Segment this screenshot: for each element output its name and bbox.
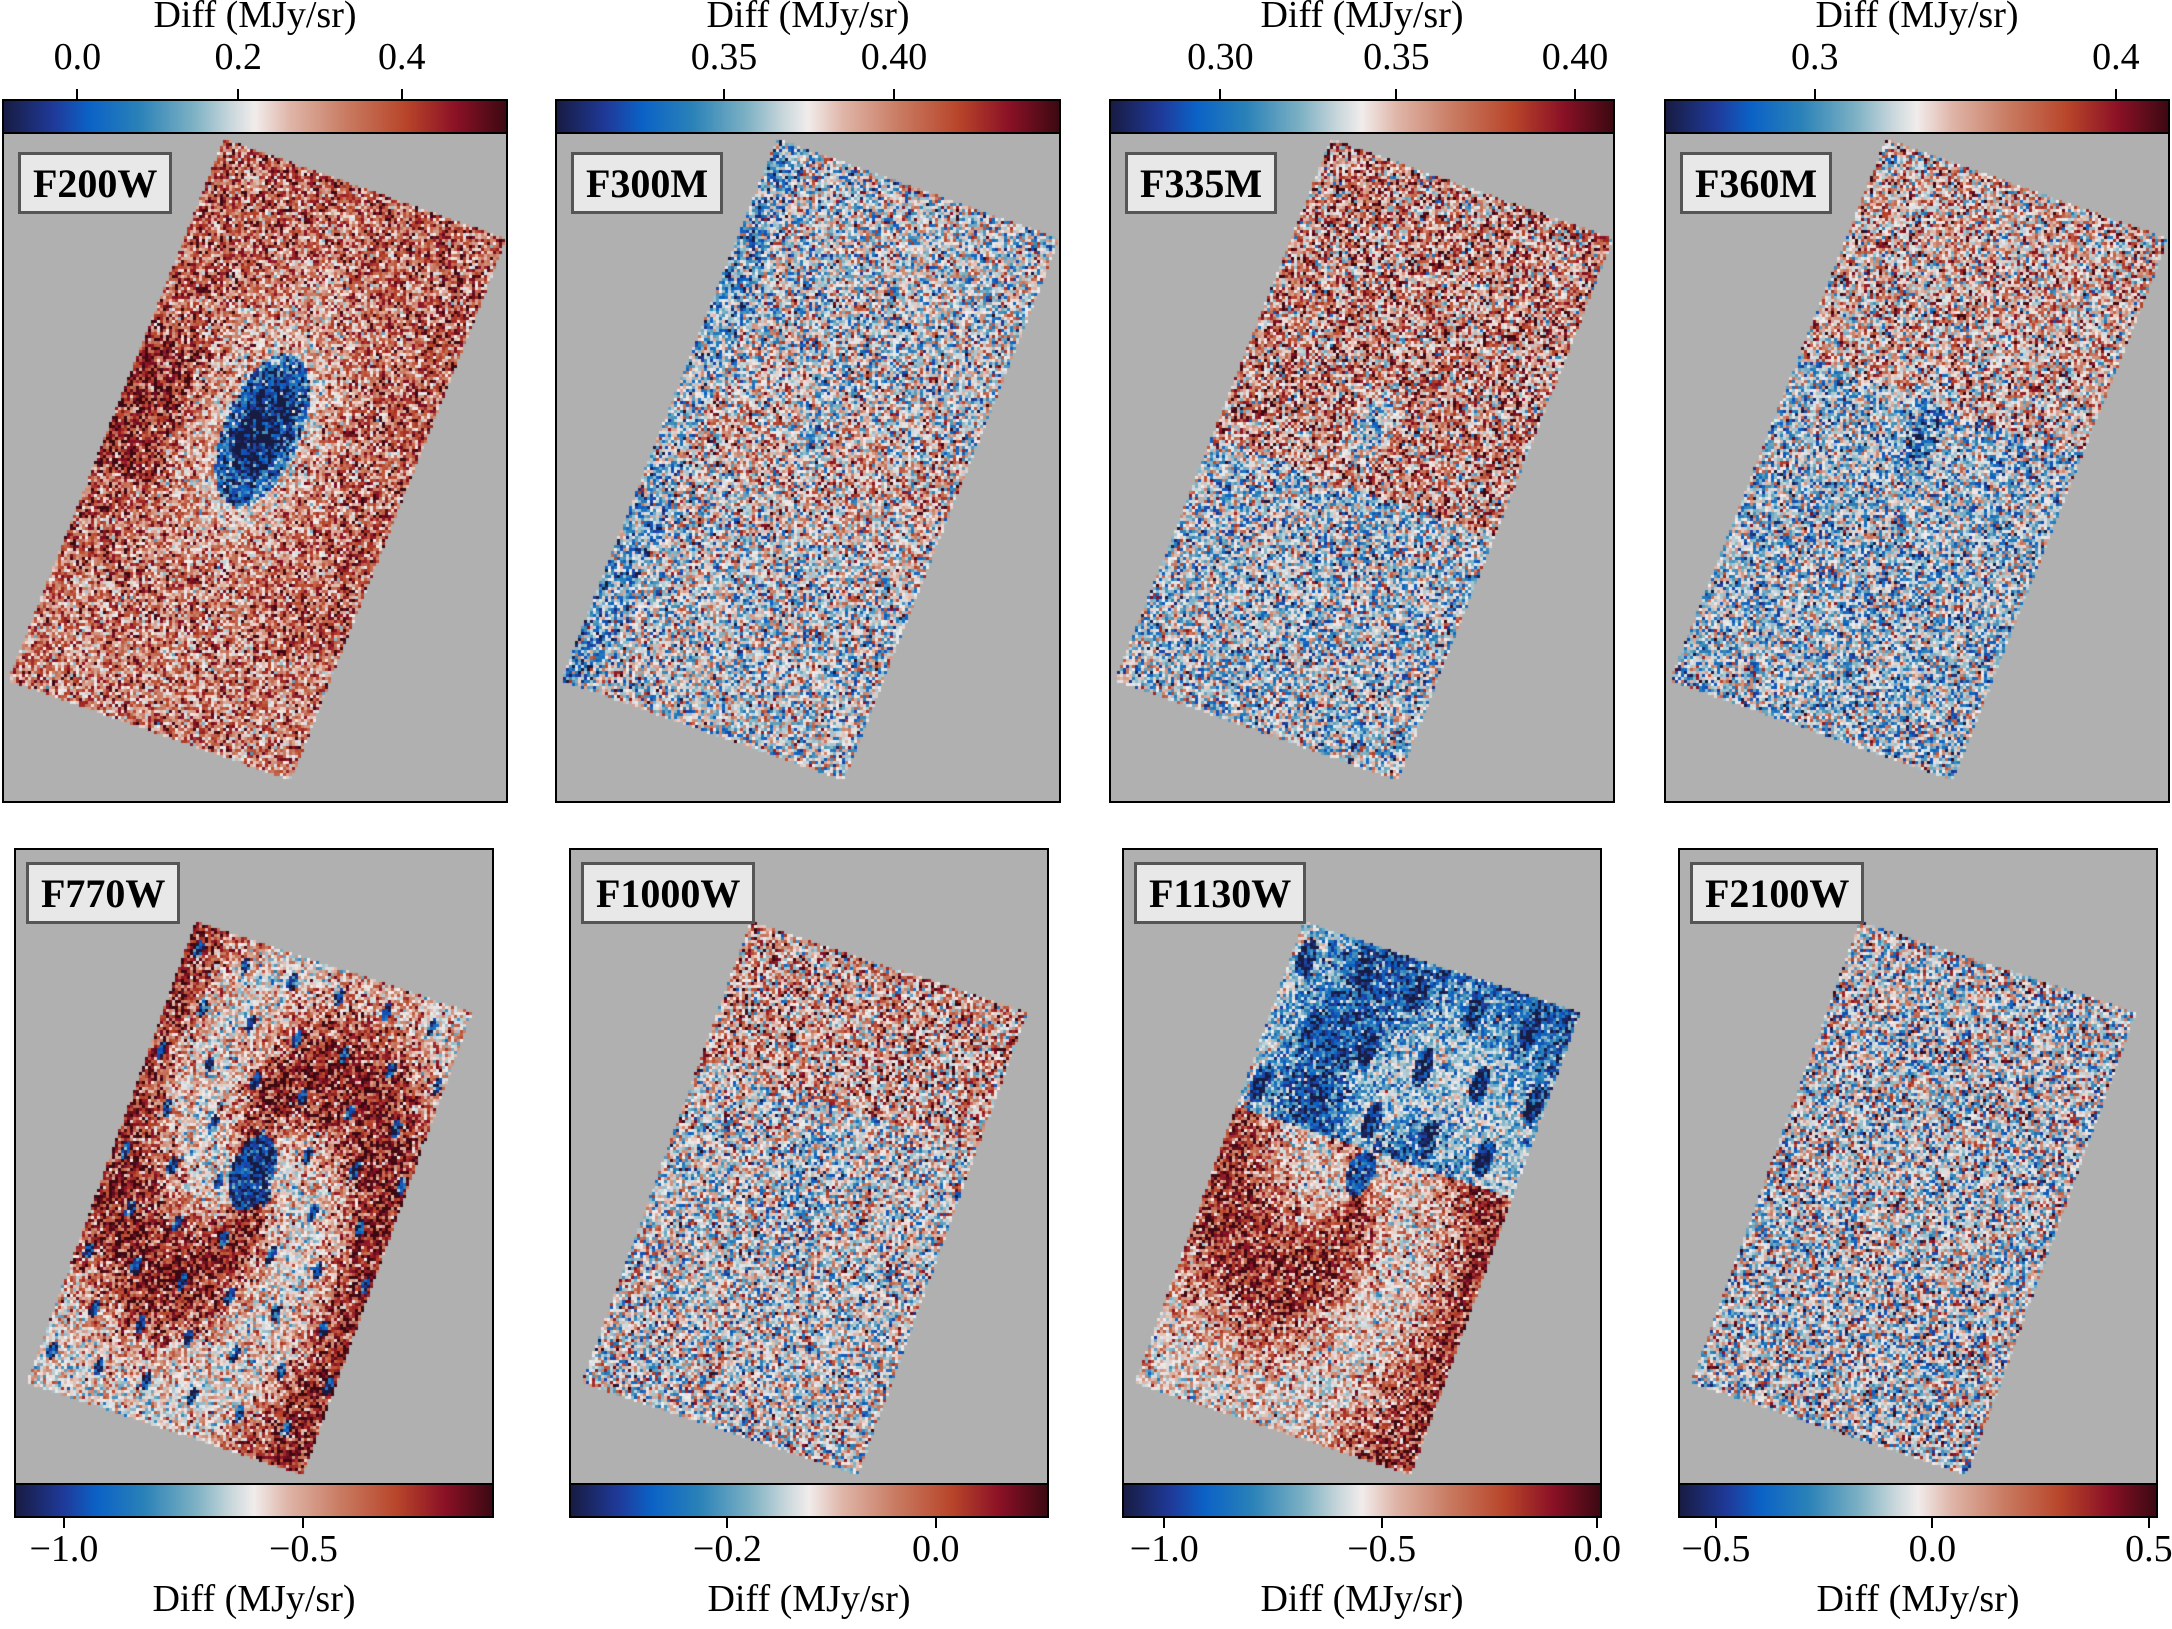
colorbar-label: Diff (MJy/sr) — [152, 1578, 356, 1620]
colorbar-tick — [2114, 89, 2117, 99]
colorbar — [14, 1483, 494, 1518]
difference-map — [4, 134, 506, 801]
image-axes: F770W — [14, 848, 494, 1485]
colorbar — [1122, 1483, 1602, 1518]
colorbar-tick-label: 0.40 — [1541, 36, 1609, 78]
colorbar-tick — [400, 89, 403, 99]
colorbar-tick — [893, 89, 896, 99]
colorbar-tick — [934, 1518, 937, 1528]
colorbar-label: Diff (MJy/sr) — [153, 0, 357, 36]
colorbar-tick — [1714, 1518, 1717, 1528]
image-axes: F1130W — [1122, 848, 1602, 1485]
colorbar-tick — [1380, 1518, 1383, 1528]
colorbar-tick — [1574, 89, 1577, 99]
filter-label: F300M — [571, 152, 724, 214]
difference-map — [1666, 134, 2168, 801]
colorbar-tick-label: 0.0 — [1573, 1528, 1621, 1570]
colorbar — [1664, 99, 2170, 134]
colorbar-tick-label: −0.5 — [1347, 1528, 1417, 1570]
difference-map — [571, 850, 1047, 1483]
image-axes: F360M — [1664, 132, 2170, 803]
colorbar-label: Diff (MJy/sr) — [1815, 0, 2019, 36]
colorbar-tick-label: 0.5 — [2125, 1528, 2172, 1570]
colorbar-tick-label: −1.0 — [1129, 1528, 1199, 1570]
filter-label: F335M — [1125, 152, 1278, 214]
filter-label: F2100W — [1690, 862, 1865, 924]
colorbar — [1109, 99, 1615, 134]
colorbar-tick — [1813, 89, 1816, 99]
colorbar-tick-label: −0.2 — [692, 1528, 762, 1570]
colorbar-tick — [1219, 89, 1222, 99]
colorbar-tick — [726, 1518, 729, 1528]
difference-map — [16, 850, 492, 1483]
colorbar-tick-label: 0.30 — [1187, 36, 1254, 78]
colorbar-tick-label: −1.0 — [29, 1528, 99, 1570]
image-axes: F335M — [1109, 132, 1615, 803]
image-axes: F300M — [555, 132, 1061, 803]
colorbar-tick-label: 0.35 — [690, 36, 758, 78]
colorbar-label: Diff (MJy/sr) — [1260, 1578, 1464, 1620]
colorbar-tick — [1163, 1518, 1166, 1528]
colorbar-tick — [1931, 1518, 1934, 1528]
colorbar-tick-label: 0.2 — [214, 36, 263, 78]
colorbar-label: Diff (MJy/sr) — [1260, 0, 1464, 36]
colorbar-tick — [1395, 89, 1398, 99]
filter-label: F1000W — [581, 862, 756, 924]
colorbar-tick-label: 0.4 — [377, 36, 426, 78]
image-axes: F1000W — [569, 848, 1049, 1485]
colorbar-tick-label: 0.0 — [53, 36, 102, 78]
colorbar-tick-label: 0.0 — [911, 1528, 960, 1570]
colorbar-tick-label: 0.4 — [2092, 36, 2140, 78]
colorbar-tick-label: 0.0 — [1908, 1528, 1957, 1570]
difference-map — [1680, 850, 2156, 1483]
colorbar-tick — [302, 1518, 305, 1528]
colorbar-tick — [62, 1518, 65, 1528]
image-axes: F200W — [2, 132, 508, 803]
colorbar — [555, 99, 1061, 134]
difference-map — [1111, 134, 1613, 801]
filter-label: F1130W — [1134, 862, 1307, 924]
difference-map — [557, 134, 1059, 801]
colorbar-tick — [76, 89, 79, 99]
colorbar-tick — [237, 89, 240, 99]
colorbar-tick — [723, 89, 725, 99]
image-axes: F2100W — [1678, 848, 2158, 1485]
colorbar-tick-label: −0.5 — [268, 1528, 338, 1570]
colorbar-tick-label: 0.35 — [1363, 36, 1430, 78]
colorbar-label: Diff (MJy/sr) — [1816, 1578, 2020, 1620]
filter-label: F360M — [1680, 152, 1833, 214]
colorbar-tick-label: −0.5 — [1681, 1528, 1751, 1570]
filter-label: F770W — [26, 862, 181, 924]
colorbar-tick-label: 0.3 — [1791, 36, 1839, 78]
colorbar — [569, 1483, 1049, 1518]
colorbar — [1678, 1483, 2158, 1518]
difference-map — [1124, 850, 1600, 1483]
colorbar-tick — [1596, 1518, 1599, 1528]
colorbar — [2, 99, 508, 134]
colorbar-tick-label: 0.40 — [860, 36, 928, 78]
filter-label: F200W — [18, 152, 173, 214]
colorbar-tick — [2147, 1518, 2150, 1528]
colorbar-label: Diff (MJy/sr) — [707, 1578, 911, 1620]
colorbar-label: Diff (MJy/sr) — [706, 0, 910, 36]
